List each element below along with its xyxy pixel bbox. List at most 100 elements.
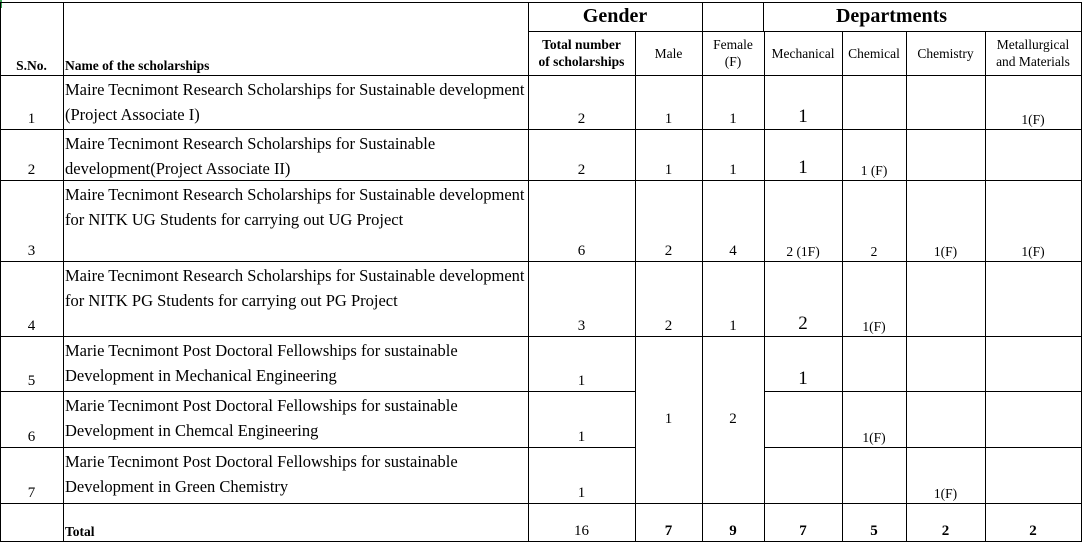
grid-line <box>764 391 1082 392</box>
row-chemistry <box>906 336 985 391</box>
male-header: Male <box>654 45 683 61</box>
row-name: Marie Tecnimont Post Doctoral Fellowship… <box>65 452 458 496</box>
total-metallurgical: 2 <box>1029 523 1037 539</box>
row-chemical: 1 (F) <box>860 163 888 178</box>
female-header-line2: (F) <box>724 54 742 69</box>
row-chemical <box>842 336 906 391</box>
grid-line <box>528 2 529 542</box>
grid-line <box>763 2 764 32</box>
total-header: Total number of scholarships <box>528 31 635 75</box>
row-mechanical: 1 <box>798 157 808 178</box>
grid-line <box>0 2 1 542</box>
grid-line <box>985 31 986 542</box>
grid-line <box>0 180 1082 181</box>
row-mechanical: 1 <box>798 368 808 389</box>
row-total: 1 <box>577 373 586 389</box>
row-chemical: 2 <box>870 244 878 259</box>
row-name: Marie Tecnimont Post Doctoral Fellowship… <box>65 396 458 440</box>
grid-line <box>764 447 1082 448</box>
grid-line <box>0 447 636 448</box>
total-header-line2: of scholarships <box>538 54 625 69</box>
row-sno: 5 <box>27 373 36 389</box>
grid-line <box>635 31 636 542</box>
row-male: 2 <box>664 318 673 334</box>
row-sno: 2 <box>27 162 36 178</box>
metallurgical-header: Metallurgical and Materials <box>985 31 1081 75</box>
total-mechanical: 7 <box>799 523 807 539</box>
name-header: Name of the scholarships <box>65 58 210 73</box>
female-header: Female (F) <box>702 31 764 75</box>
postdoc-male-merged: 1 <box>664 411 673 427</box>
row-female: 1 <box>729 111 737 127</box>
row-metallurgical: 1(F) <box>1021 112 1045 127</box>
row-chemistry <box>906 129 985 180</box>
grid-line <box>0 75 1082 76</box>
row-sno: 7 <box>27 485 36 501</box>
grid-line <box>702 2 703 542</box>
row-total: 1 <box>577 485 586 501</box>
row-mechanical: 2 <box>798 313 808 334</box>
row-chemical <box>842 447 906 503</box>
postdoc-female-merged: 2 <box>729 411 737 427</box>
row-total: 2 <box>577 162 586 178</box>
row-chemistry <box>906 75 985 129</box>
row-chemistry: 1(F) <box>933 244 958 259</box>
row-male: 2 <box>664 243 673 259</box>
row-male: 1 <box>664 111 673 127</box>
row-female: 4 <box>729 243 737 259</box>
row-metallurgical: 1(F) <box>1021 244 1045 259</box>
row-chemical: 1(F) <box>862 430 886 445</box>
grid-line <box>906 31 907 542</box>
departments-group-header: Departments <box>835 5 948 27</box>
row-name: Maire Tecnimont Research Scholarships fo… <box>65 266 525 310</box>
row-total: 6 <box>577 243 586 259</box>
row-metallurgical <box>985 261 1081 336</box>
total-female: 9 <box>729 523 737 539</box>
total-label: Total <box>65 524 95 539</box>
row-sno: 4 <box>27 318 36 334</box>
chemical-header: Chemical <box>848 45 900 61</box>
row-name: Maire Tecnimont Research Scholarships fo… <box>65 134 436 178</box>
sno-header: S.No. <box>16 58 47 73</box>
metallurgical-header-line2: and Materials <box>996 54 1070 69</box>
grid-line <box>63 2 64 542</box>
grid-line <box>764 31 765 542</box>
row-chemistry: 1(F) <box>933 486 958 501</box>
row-name: Maire Tecnimont Research Scholarships fo… <box>65 185 525 229</box>
total-chemical: 5 <box>870 523 878 539</box>
grid-line <box>0 503 1082 504</box>
grid-line <box>0 336 1082 337</box>
total-chemistry: 2 <box>941 523 950 539</box>
row-total: 2 <box>577 111 586 127</box>
row-chemistry <box>906 261 985 336</box>
metallurgical-header-line1: Metallurgical <box>996 37 1070 52</box>
row-chemical: 1(F) <box>862 319 886 334</box>
row-metallurgical <box>985 391 1081 447</box>
mechanical-header: Mechanical <box>771 45 835 61</box>
grid-line <box>528 31 1082 32</box>
gender-group-header: Gender <box>582 5 648 27</box>
row-name: Maire Tecnimont Research Scholarships fo… <box>65 80 525 124</box>
selection-marker <box>0 0 2 8</box>
row-sno: 3 <box>27 243 36 259</box>
grid-line <box>0 261 1082 262</box>
row-sno: 6 <box>27 429 36 445</box>
grid-line <box>0 2 1082 3</box>
row-name: Marie Tecnimont Post Doctoral Fellowship… <box>65 341 458 385</box>
row-male: 1 <box>664 162 673 178</box>
total-count: 16 <box>574 523 589 539</box>
row-metallurgical <box>985 129 1081 180</box>
row-total: 3 <box>577 318 586 334</box>
total-header-line1: Total number <box>542 37 621 52</box>
grid-line <box>0 129 1082 130</box>
row-chemical <box>842 75 906 129</box>
row-mechanical <box>764 447 842 503</box>
row-metallurgical <box>985 447 1081 503</box>
row-mechanical: 2 (1F) <box>786 244 820 259</box>
row-chemistry <box>906 391 985 447</box>
row-mechanical <box>764 391 842 447</box>
chemistry-header: Chemistry <box>917 45 974 61</box>
row-sno: 1 <box>27 111 36 127</box>
grid-line <box>0 391 636 392</box>
